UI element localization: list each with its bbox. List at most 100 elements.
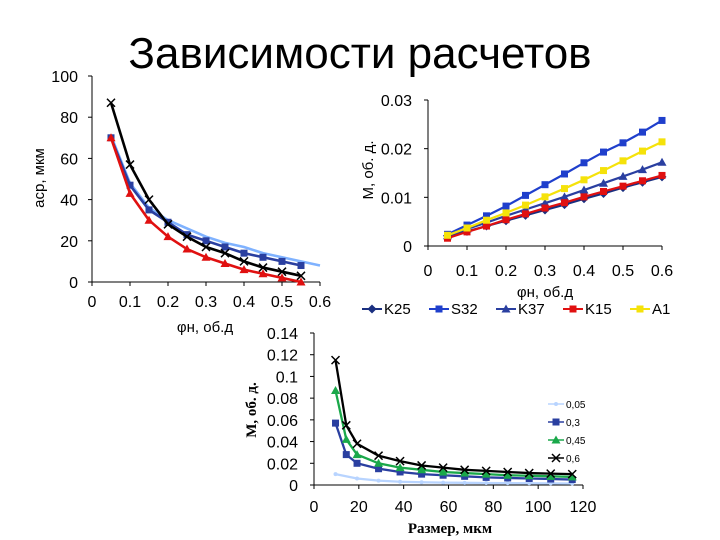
chart2-data-point: [600, 148, 607, 156]
chart3-data-point: [546, 471, 556, 480]
chart1-data-point: [277, 273, 287, 282]
chart2-data-point: [463, 228, 471, 236]
chart3-series-line: [334, 390, 573, 479]
chart3-data-point: [505, 481, 510, 486]
chart1-data-point: [258, 263, 268, 273]
chart1-data-point: [277, 267, 287, 277]
chart3-group: 0 20 40 60 80 100 120 0 0.02 0.04 0.06 0.08 0.1 0.12 0…: [244, 326, 596, 537]
chart1-data-point: [182, 232, 192, 242]
chart2-y-tick-label: 0.01: [381, 190, 412, 207]
chart2-data-point: [638, 165, 647, 174]
chart1-data-point: [296, 271, 306, 281]
chart3-data-point: [503, 467, 513, 477]
chart2-data-point: [619, 157, 627, 165]
chart2-data-point: [541, 204, 549, 212]
chart3-data-point: [395, 463, 405, 472]
chart2-data-point: [639, 177, 646, 185]
chart1-x-tick-label: 0: [88, 294, 97, 311]
chart3-y-tick-label: 0.04: [267, 435, 298, 452]
chart1-data-point: [201, 252, 211, 261]
chart3-x-tick-label: 80: [484, 499, 502, 516]
chart3-data-point: [374, 458, 384, 467]
legend-label: 0,3: [566, 418, 580, 429]
chart3-series-line: [335, 473, 573, 485]
chart2-y-axis-label: M, об. д.: [360, 140, 377, 199]
chart1-y-tick-label: 40: [60, 193, 78, 210]
chart1-group: 0 0.1 0.2 0.3 0.4 0.5 0.6 0 20 40 60 80 100 φн, об.д a…: [31, 69, 331, 336]
chart1-y-tick-label: 100: [51, 69, 78, 86]
chart2-data-point: [600, 187, 607, 195]
chart2-series-2: [443, 157, 667, 240]
chart1-data-point: [126, 181, 134, 189]
chart3-x-tick-label: 40: [395, 499, 413, 516]
chart1-y-tick-label: 20: [60, 234, 78, 251]
chart3-data-point: [484, 481, 489, 486]
chart3-data-point: [567, 469, 577, 479]
chart3-data-point: [395, 456, 405, 466]
chart1-data-point: [297, 262, 305, 270]
chart2-x-tick-label: 0.1: [456, 263, 478, 280]
chart1-y-tick-label: 0: [69, 275, 78, 292]
chart2-data-point: [579, 185, 589, 194]
chart2-data-point: [560, 192, 569, 201]
chart2-series-4: [444, 138, 666, 239]
chart1-data-point: [221, 243, 229, 251]
chart2-data-point: [502, 202, 510, 210]
chart3-data-point: [417, 465, 427, 474]
chart2-series-1: [444, 116, 666, 238]
chart2-data-point: [619, 182, 627, 190]
chart3-data-point: [418, 470, 426, 478]
chart3-y-tick-label: 0.06: [267, 413, 298, 430]
chart1-data-point: [145, 206, 153, 214]
chart3-y-tick-label: 0.14: [267, 326, 298, 343]
chart2-data-point: [600, 167, 607, 175]
chart3-data-point: [332, 419, 340, 427]
chart3-legend: 0,05 0,3 0,45 0,6: [548, 400, 586, 465]
chart3-series-line: [334, 359, 573, 476]
chart1-data-point: [258, 269, 268, 278]
chart1-y-tick-label: 80: [60, 110, 78, 127]
chart3-y-tick-label: 0: [289, 478, 298, 495]
legend-marker: [552, 418, 560, 426]
chart3-data-point: [352, 439, 362, 449]
chart3-y-axis-label: M, об. д.: [244, 382, 260, 438]
chart3-data-point: [341, 420, 351, 430]
chart3-data-point: [331, 386, 341, 395]
legend-label: K15: [585, 301, 612, 318]
chart1-data-point: [163, 232, 173, 241]
chart1-data-point: [144, 195, 154, 205]
chart2-legend: K25 S32 K37 K15 A1: [362, 301, 670, 318]
chart1-x-tick-label: 0.5: [271, 294, 293, 311]
legend-label: S32: [451, 301, 478, 318]
chart2-x-tick-label: 0.5: [612, 263, 634, 280]
chart2-data-point: [561, 199, 568, 207]
legend-marker: [551, 453, 561, 463]
chart3-data-point: [481, 466, 491, 476]
chart3-data-point: [333, 472, 338, 477]
chart2-data-point: [658, 171, 666, 179]
chart1-x-tick-label: 0.3: [195, 294, 217, 311]
chart2-data-point: [541, 181, 549, 189]
chart1-series-3: [106, 133, 306, 286]
chart2-data-point: [599, 178, 608, 187]
chart1-data-point: [125, 160, 135, 170]
chart2-data-point: [657, 157, 667, 166]
chart2-data-point: [639, 128, 646, 136]
legend-label: 0,45: [566, 436, 586, 447]
legend-marker: [569, 305, 577, 313]
chart3-x-tick-label: 60: [440, 499, 458, 516]
legend-marker: [636, 305, 644, 313]
chart2-y-tick-label: 0.03: [381, 93, 412, 110]
chart1-data-point: [220, 248, 230, 258]
chart3-y-tick-label: 0.02: [267, 456, 298, 473]
chart2-data-point: [522, 210, 529, 218]
chart1-data-point: [240, 249, 248, 257]
chart3-series-2: [331, 386, 577, 481]
chart2-series-3: [444, 171, 666, 242]
chart3-data-point: [352, 450, 362, 459]
chart2-y-tick-label: 0.02: [381, 142, 412, 159]
chart3-x-tick-label: 20: [350, 499, 368, 516]
chart2-x-tick-label: 0.6: [651, 263, 673, 280]
chart1-data-point: [296, 277, 306, 286]
